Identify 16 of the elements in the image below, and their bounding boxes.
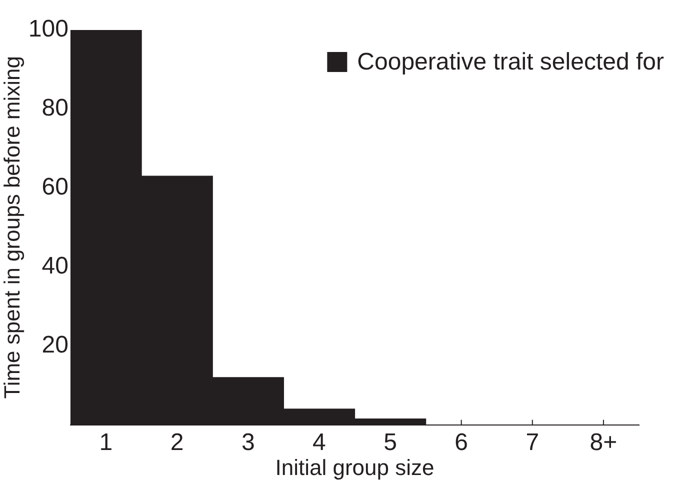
x-tick-label: 8+ [590, 428, 618, 456]
y-tick-label: 40 [42, 252, 68, 280]
legend-label: Cooperative trait selected for [357, 48, 664, 76]
y-tick-label: 100 [28, 16, 68, 43]
x-tick-label: 6 [454, 428, 468, 456]
y-tick-label: 60 [42, 174, 68, 201]
x-axis-title: Initial group size [275, 454, 434, 480]
x-tick-label: 3 [241, 428, 255, 456]
x-tick-label: 7 [526, 428, 540, 456]
y-tick-label: 20 [42, 331, 68, 358]
x-tick-label: 4 [312, 428, 326, 456]
y-tick-label: 80 [42, 94, 68, 122]
y-axis-title: Time spent in groups before mixing [0, 56, 24, 399]
x-tick-label: 1 [99, 428, 113, 456]
x-tick-label: 2 [170, 428, 184, 456]
x-tick-label: 5 [384, 428, 397, 456]
